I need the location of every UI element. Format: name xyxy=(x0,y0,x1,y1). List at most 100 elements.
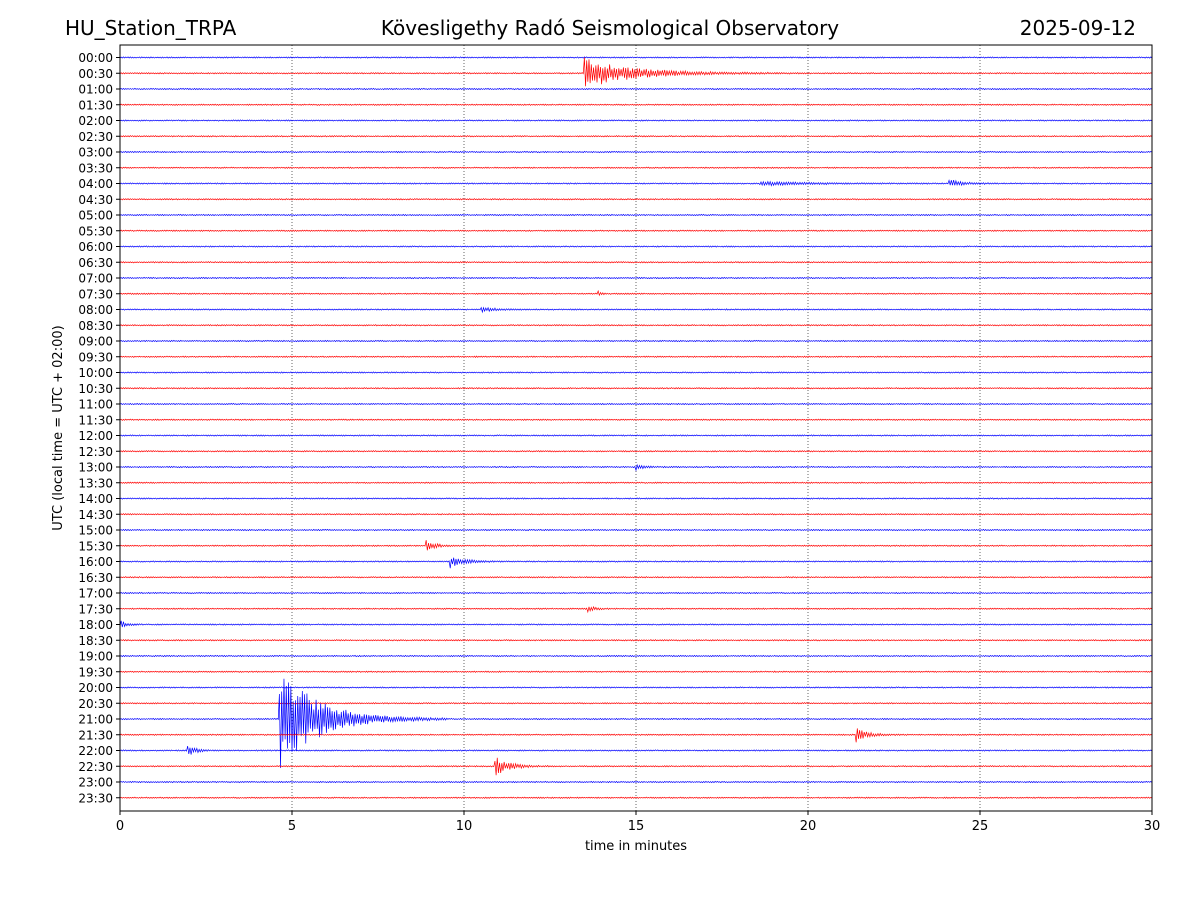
y-tick-label-14:30: 14:30 xyxy=(78,508,113,522)
trace-12:00 xyxy=(119,434,1153,437)
vertical-grid xyxy=(291,45,981,811)
trace-14:00 xyxy=(119,497,1153,500)
trace-08:30 xyxy=(119,324,1153,327)
trace-02:00 xyxy=(119,119,1153,122)
station-name: HU_Station_TRPA xyxy=(65,16,237,40)
plot-date: 2025-09-12 xyxy=(1019,16,1136,40)
trace-04:00 xyxy=(119,179,1153,187)
trace-10:00 xyxy=(119,371,1153,374)
y-tick-label-18:00: 18:00 xyxy=(78,618,113,632)
y-tick-label-23:00: 23:00 xyxy=(78,776,113,790)
trace-22:30 xyxy=(119,757,1153,776)
trace-11:30 xyxy=(119,418,1153,421)
x-tick-label-5: 5 xyxy=(288,819,296,834)
trace-03:30 xyxy=(119,166,1153,169)
trace-02:30 xyxy=(119,135,1153,138)
trace-21:00 xyxy=(119,678,1153,768)
y-tick-label-03:30: 03:30 xyxy=(78,161,113,175)
y-tick-label-06:00: 06:00 xyxy=(78,240,113,254)
trace-03:00 xyxy=(119,150,1153,154)
trace-23:30 xyxy=(119,796,1153,799)
y-tick-label-23:30: 23:30 xyxy=(78,791,113,805)
trace-18:00 xyxy=(119,620,1153,628)
trace-20:30 xyxy=(119,702,1153,705)
y-tick-label-02:30: 02:30 xyxy=(78,130,113,144)
trace-15:00 xyxy=(119,528,1153,532)
trace-22:00 xyxy=(119,745,1153,755)
trace-05:00 xyxy=(119,213,1153,217)
y-tick-label-19:30: 19:30 xyxy=(78,665,113,679)
trace-12:30 xyxy=(119,450,1153,453)
trace-06:30 xyxy=(119,261,1153,264)
trace-09:00 xyxy=(119,339,1153,343)
trace-00:30 xyxy=(119,57,1153,87)
trace-15:30 xyxy=(119,540,1153,551)
observatory-title: Kövesligethy Radó Seismological Observat… xyxy=(380,16,840,40)
y-tick-label-10:00: 10:00 xyxy=(78,366,113,380)
y-tick-label-08:30: 08:30 xyxy=(78,319,113,333)
y-tick-label-17:00: 17:00 xyxy=(78,587,113,601)
traces xyxy=(119,56,1153,799)
y-tick-label-12:00: 12:00 xyxy=(78,429,113,443)
trace-10:30 xyxy=(119,387,1153,390)
y-tick-label-05:30: 05:30 xyxy=(78,224,113,238)
trace-05:30 xyxy=(119,229,1153,232)
x-axis-ticks: 0 5 10 15 20 25 30 xyxy=(116,811,1160,834)
trace-07:30 xyxy=(119,289,1153,297)
y-tick-label-11:00: 11:00 xyxy=(78,398,113,412)
x-tick-label-20: 20 xyxy=(800,819,817,834)
trace-14:30 xyxy=(119,513,1153,516)
y-tick-label-00:00: 00:00 xyxy=(78,51,113,65)
y-tick-label-21:30: 21:30 xyxy=(78,728,113,742)
y-tick-label-00:30: 00:30 xyxy=(78,67,113,81)
trace-13:00 xyxy=(119,463,1153,472)
y-tick-label-07:00: 07:00 xyxy=(78,272,113,286)
y-tick-label-04:30: 04:30 xyxy=(78,193,113,207)
y-tick-label-11:30: 11:30 xyxy=(78,413,113,427)
y-tick-label-18:30: 18:30 xyxy=(78,634,113,648)
trace-11:00 xyxy=(119,402,1153,406)
y-tick-label-13:00: 13:00 xyxy=(78,461,113,475)
y-tick-label-14:00: 14:00 xyxy=(78,492,113,506)
y-tick-label-15:30: 15:30 xyxy=(78,539,113,553)
y-tick-label-09:30: 09:30 xyxy=(78,350,113,364)
y-tick-label-13:30: 13:30 xyxy=(78,476,113,490)
y-tick-label-20:30: 20:30 xyxy=(78,697,113,711)
y-tick-label-10:30: 10:30 xyxy=(78,382,113,396)
trace-21:30 xyxy=(119,728,1153,743)
trace-17:00 xyxy=(119,591,1153,595)
trace-06:00 xyxy=(119,245,1153,248)
y-tick-label-21:00: 21:00 xyxy=(78,713,113,727)
x-axis-label: time in minutes xyxy=(585,839,687,854)
trace-20:00 xyxy=(119,686,1153,689)
y-tick-label-12:30: 12:30 xyxy=(78,445,113,459)
y-tick-label-20:00: 20:00 xyxy=(78,681,113,695)
y-tick-label-16:30: 16:30 xyxy=(78,571,113,585)
y-tick-label-22:30: 22:30 xyxy=(78,760,113,774)
y-tick-label-22:00: 22:00 xyxy=(78,744,113,758)
y-axis-label: UTC (local time = UTC + 02:00) xyxy=(51,325,66,530)
y-tick-label-15:00: 15:00 xyxy=(78,524,113,538)
trace-16:30 xyxy=(119,576,1153,579)
trace-08:00 xyxy=(119,306,1153,314)
y-tick-label-03:00: 03:00 xyxy=(78,146,113,160)
y-tick-label-17:30: 17:30 xyxy=(78,602,113,616)
trace-19:00 xyxy=(119,654,1153,658)
y-tick-label-16:00: 16:00 xyxy=(78,555,113,569)
trace-13:30 xyxy=(119,481,1153,484)
y-tick-label-05:00: 05:00 xyxy=(78,209,113,223)
y-tick-label-06:30: 06:30 xyxy=(78,256,113,270)
trace-09:30 xyxy=(119,355,1153,358)
y-tick-label-07:30: 07:30 xyxy=(78,287,113,301)
x-tick-label-30: 30 xyxy=(1144,819,1161,834)
y-tick-label-09:00: 09:00 xyxy=(78,335,113,349)
trace-00:00 xyxy=(119,56,1153,59)
y-tick-label-02:00: 02:00 xyxy=(78,114,113,128)
x-tick-label-10: 10 xyxy=(456,819,473,834)
trace-07:00 xyxy=(119,276,1153,280)
x-tick-label-25: 25 xyxy=(972,819,989,834)
x-tick-label-15: 15 xyxy=(628,819,645,834)
trace-01:00 xyxy=(119,87,1153,91)
trace-23:00 xyxy=(119,780,1153,784)
